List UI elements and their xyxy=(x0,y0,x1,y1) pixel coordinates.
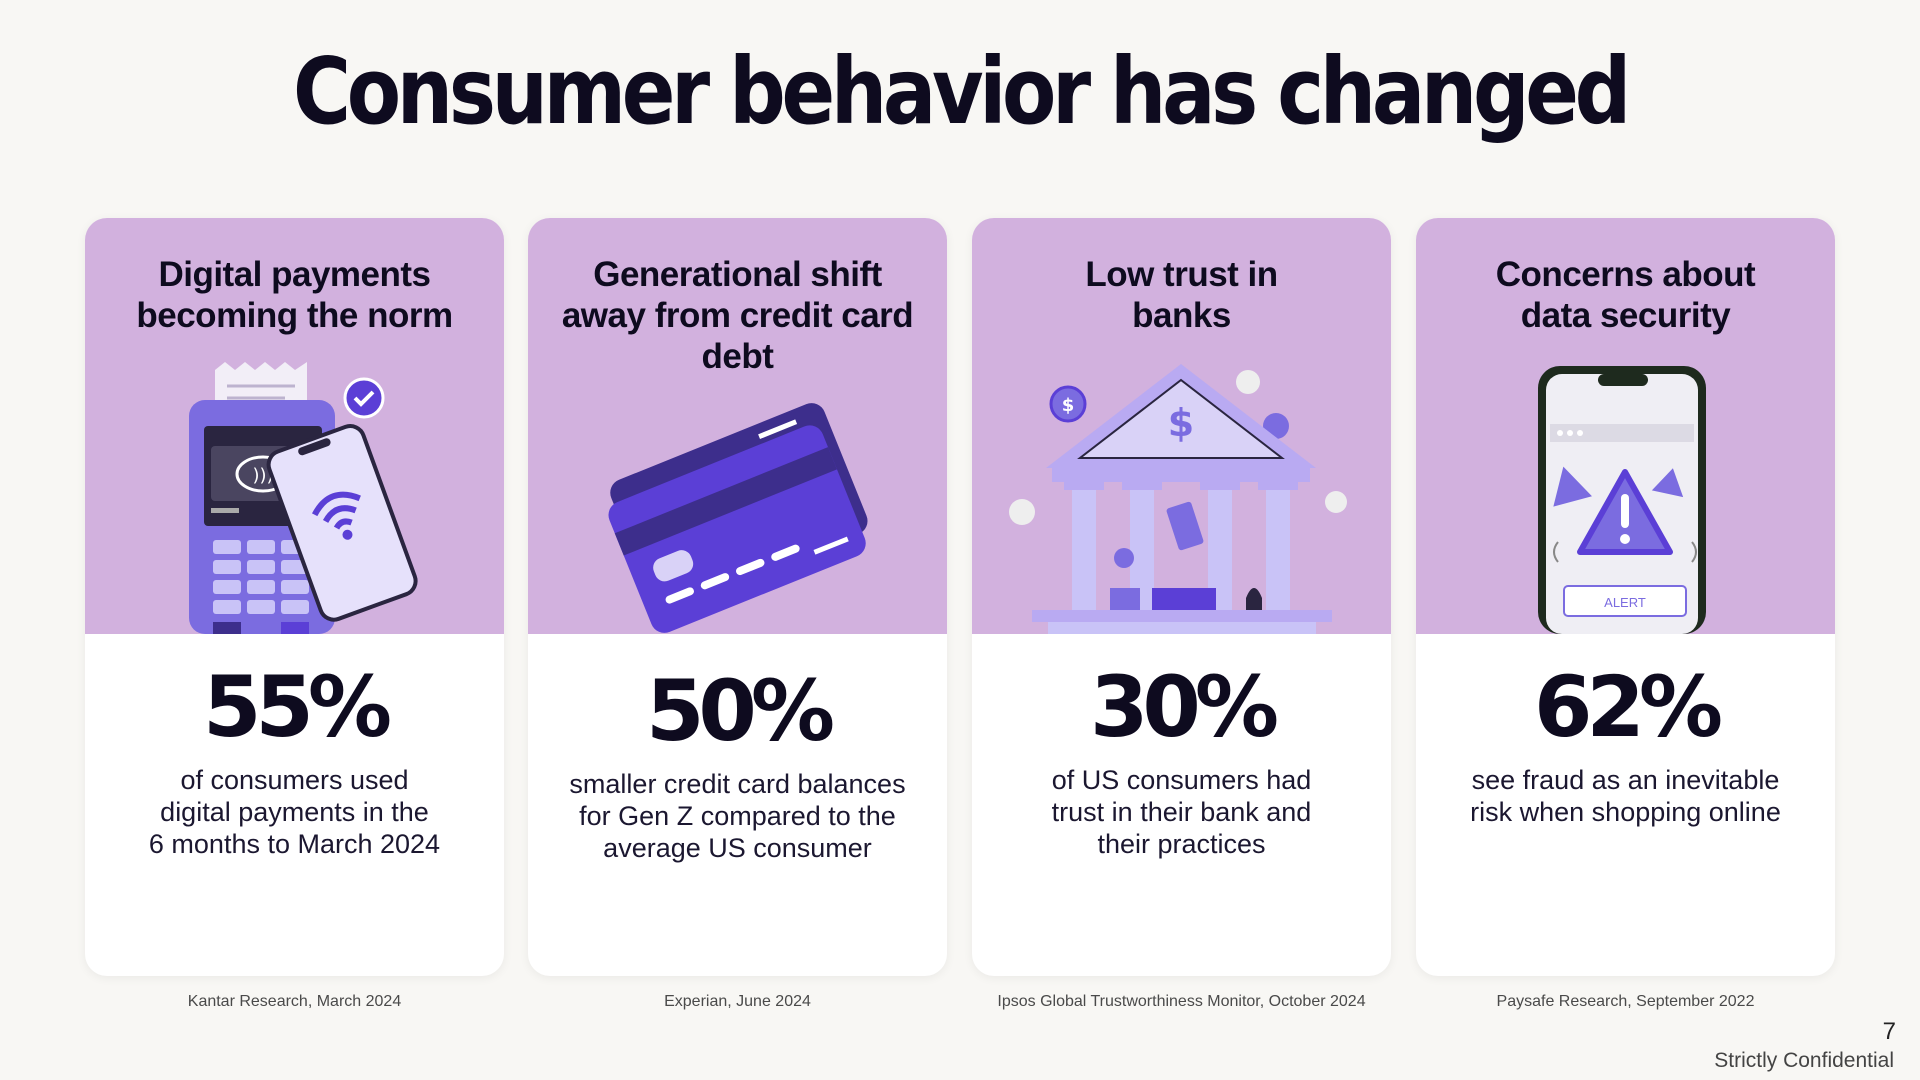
card-heading: Digital payments becoming the norm xyxy=(136,255,453,335)
source-citation: Kantar Research, March 2024 xyxy=(187,993,402,1010)
alert-label: ALERT xyxy=(1604,595,1646,610)
card-heading: Concerns about data security xyxy=(1495,255,1756,335)
phone-alert-icon: ALERT xyxy=(1538,366,1706,634)
source-citation: Experian, June 2024 xyxy=(664,993,811,1010)
svg-text:$: $ xyxy=(1062,395,1075,416)
card-heading: Generational shift away from credit card… xyxy=(561,255,914,376)
card-credit-card-debt: Generational shift away from credit card… xyxy=(528,218,947,976)
card-trust-in-banks: Low trust in banks $ $ 3 xyxy=(972,218,1391,976)
source-citation: Ipsos Global Trustworthiness Monitor, Oc… xyxy=(997,993,1366,1010)
stat-value: 50% xyxy=(645,662,835,760)
stat-value: 30% xyxy=(1089,658,1279,756)
stat-description: see fraud as an inevitable risk when sho… xyxy=(1470,765,1781,827)
stat-description: of US consumers had trust in their bank … xyxy=(1051,765,1312,859)
confidentiality-label: Strictly Confidential xyxy=(1714,1049,1894,1072)
card-heading: Low trust in banks xyxy=(1085,255,1278,335)
slide-title: Consumer behavior has changed xyxy=(292,38,1631,145)
stat-value: 55% xyxy=(202,658,392,756)
card-digital-payments: Digital payments becoming the norm ))) xyxy=(85,218,504,976)
card-data-security: Concerns about data security ALERT 62% s… xyxy=(1416,218,1835,976)
payment-terminal-phone-icon: ))) xyxy=(189,362,418,634)
source-citation: Paysafe Research, September 2022 xyxy=(1496,993,1755,1010)
stat-description: of consumers used digital payments in th… xyxy=(148,765,441,859)
stat-description: smaller credit card balances for Gen Z c… xyxy=(569,769,906,863)
stat-value: 62% xyxy=(1533,658,1723,756)
bank-building-icon: $ $ xyxy=(1009,364,1347,634)
svg-text:$: $ xyxy=(1168,401,1194,445)
page-number: 7 xyxy=(1882,1018,1896,1045)
credit-cards-icon xyxy=(608,403,868,633)
